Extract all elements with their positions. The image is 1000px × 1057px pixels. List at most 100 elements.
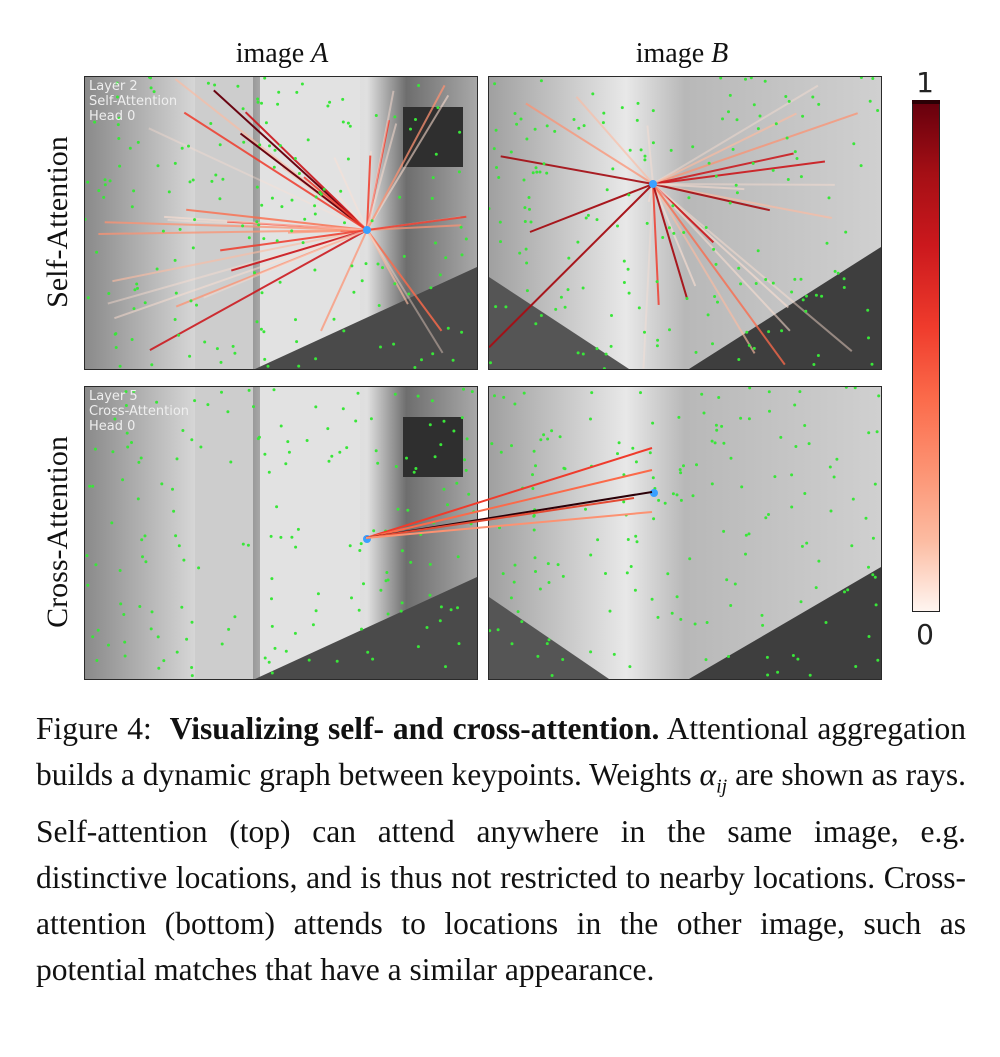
- keypoint: [601, 121, 605, 125]
- keypoint: [525, 261, 529, 265]
- keypoint: [162, 659, 166, 663]
- keypoint: [751, 161, 755, 165]
- keypoint: [386, 612, 390, 616]
- keypoint: [636, 101, 640, 105]
- keypoint: [352, 290, 356, 294]
- keypoint: [705, 621, 709, 624]
- keypoint: [322, 187, 326, 191]
- keypoint: [108, 179, 112, 183]
- keypoint: [496, 628, 500, 632]
- keypoint: [259, 327, 263, 331]
- keypoint: [666, 572, 670, 576]
- keypoint: [402, 254, 406, 258]
- keypoint: [667, 226, 671, 230]
- keypoint: [497, 176, 501, 179]
- keypoint: [346, 121, 350, 125]
- keypoint: [416, 645, 420, 649]
- keypoint: [118, 364, 122, 368]
- keypoint: [116, 95, 119, 99]
- keypoint: [513, 402, 517, 406]
- keypoint: [604, 352, 608, 356]
- keypoint: [820, 294, 824, 298]
- caption-text-2: are shown as rays. Self-attention (top) …: [36, 757, 966, 988]
- keypoint: [270, 196, 274, 200]
- keypoint: [611, 167, 615, 171]
- keypoint: [535, 170, 539, 174]
- keypoint: [572, 118, 576, 121]
- keypoints-a-top: [85, 77, 468, 369]
- keypoint: [747, 417, 751, 421]
- keypoint: [525, 289, 529, 293]
- keypoint: [290, 535, 294, 539]
- keypoint: [385, 571, 389, 574]
- keypoint: [343, 221, 346, 225]
- attention-ray: [529, 183, 654, 233]
- keypoint: [338, 450, 342, 454]
- keypoint: [278, 280, 282, 284]
- keypoint: [144, 560, 148, 564]
- keypoint: [119, 602, 123, 606]
- keypoint: [627, 193, 631, 197]
- keypoint: [449, 608, 453, 612]
- keypoint: [294, 318, 297, 322]
- attention-ray: [366, 224, 462, 231]
- keypoint: [842, 286, 846, 289]
- keypoint: [314, 609, 318, 613]
- keypoint: [177, 333, 181, 337]
- keypoint: [407, 292, 411, 296]
- keypoint: [357, 608, 361, 612]
- keypoint: [771, 168, 775, 172]
- keypoint: [156, 164, 160, 168]
- keypoint: [669, 148, 673, 152]
- attention-ray: [366, 120, 390, 231]
- attention-ray: [164, 215, 368, 231]
- keypoint: [675, 493, 679, 497]
- keypoint: [513, 563, 517, 567]
- keypoint: [561, 658, 565, 661]
- keypoint: [366, 650, 370, 654]
- keypoint: [635, 118, 639, 122]
- cross-ray: [365, 447, 653, 539]
- keypoint: [371, 657, 375, 661]
- keypoint: [425, 626, 429, 629]
- keypoint: [88, 484, 92, 488]
- caption-prefix: Figure 4:: [36, 711, 152, 746]
- attention-rays-a-top: [98, 78, 467, 354]
- keypoint: [767, 513, 770, 516]
- keypoint: [296, 527, 300, 531]
- keypoint: [852, 142, 856, 146]
- keypoint: [622, 281, 626, 284]
- keypoint: [369, 417, 373, 421]
- colorbar-min-label: 0: [916, 618, 934, 651]
- keypoint: [177, 544, 181, 548]
- keypoint: [128, 146, 132, 150]
- keypoint: [735, 118, 739, 122]
- keypoint: [695, 463, 698, 467]
- keypoint: [111, 450, 115, 454]
- keypoint: [316, 592, 320, 596]
- keypoint: [720, 424, 724, 428]
- keypoint: [808, 673, 812, 677]
- keypoint: [528, 207, 531, 211]
- keypoints-b-bottom: [489, 387, 881, 677]
- math-subscript: ij: [716, 775, 728, 798]
- keypoint: [96, 628, 100, 632]
- keypoint: [735, 191, 739, 195]
- attention-ray: [652, 183, 786, 366]
- keypoint: [457, 642, 461, 646]
- keypoint: [346, 157, 350, 161]
- photo-image-b-bottom: [489, 387, 881, 679]
- keypoint: [747, 532, 751, 536]
- keypoint: [873, 482, 877, 486]
- keypoint: [180, 146, 184, 150]
- keypoint: [745, 330, 749, 334]
- query-point-a-top: [363, 226, 371, 234]
- keypoint: [102, 195, 106, 199]
- keypoint: [266, 364, 270, 368]
- keypoint: [137, 460, 141, 464]
- keypoint: [502, 395, 506, 399]
- keypoint: [446, 326, 450, 330]
- keypoint: [295, 340, 299, 344]
- keypoint: [190, 620, 194, 624]
- column-title-a-text: image: [235, 38, 312, 69]
